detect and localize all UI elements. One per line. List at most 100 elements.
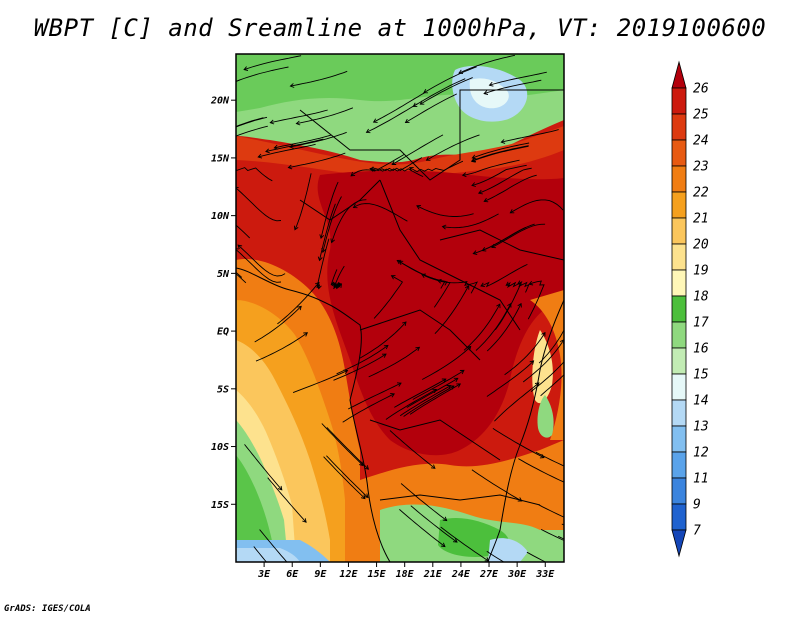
- streamline-arrow: [425, 156, 431, 161]
- colorbar-segment: [671, 113, 687, 141]
- streamline-arrow: [343, 369, 349, 375]
- streamline: [483, 79, 542, 95]
- streamline-arrow: [287, 164, 293, 170]
- streamline-arrow: [588, 526, 592, 530]
- streamline-arrow: [257, 153, 263, 159]
- streamline-arrow: [488, 81, 494, 87]
- streamline: [458, 54, 515, 74]
- streamline: [406, 377, 459, 408]
- streamline-arrow: [458, 69, 464, 75]
- streamline: [391, 134, 444, 165]
- streamline-arrow: [297, 305, 302, 311]
- streamline: [385, 389, 437, 420]
- streamline-arrow: [288, 588, 292, 592]
- lat-tick-label: EQ: [217, 327, 229, 338]
- colorbar-segment: [671, 477, 687, 505]
- streamline: [471, 469, 522, 502]
- streamline: [526, 551, 547, 562]
- streamline: [320, 181, 339, 239]
- streamline: [494, 382, 540, 422]
- streamline-arrow: [464, 285, 470, 290]
- streamline-arrow: [466, 345, 472, 351]
- streamline: [421, 346, 472, 380]
- lon-tick-label: 24E: [451, 569, 471, 580]
- streamline-arrow: [568, 315, 572, 319]
- streamline-arrow: [209, 136, 213, 140]
- streamline-arrow: [289, 83, 295, 88]
- lon-tick-label: 33E: [535, 569, 555, 580]
- streamline: [540, 374, 564, 397]
- streamline-arrow: [446, 385, 452, 390]
- colorbar-segment: [671, 373, 687, 401]
- colorbar-segment: [671, 165, 687, 193]
- streamline: [400, 483, 447, 521]
- streamline: [259, 529, 288, 562]
- streamline-arrow: [477, 189, 483, 195]
- streamline-arrow: [408, 166, 414, 172]
- lat-tick-label: 15N: [211, 153, 230, 164]
- streamline-arrow: [500, 139, 506, 144]
- streamline: [486, 550, 505, 562]
- streamline: [510, 199, 564, 214]
- streamline-arrow: [396, 382, 402, 387]
- streamline: [561, 523, 564, 526]
- streamline: [326, 455, 369, 498]
- streamline-arrow: [576, 575, 580, 579]
- streamline: [491, 223, 546, 248]
- streamline: [413, 78, 466, 107]
- streamline: [277, 282, 320, 325]
- streamline-arrow: [365, 128, 371, 134]
- streamline-arrow: [483, 197, 489, 203]
- streamline: [316, 238, 330, 289]
- streamline-arrow: [507, 302, 512, 308]
- streamline: [265, 138, 324, 153]
- streamline: [426, 134, 480, 161]
- lon-tick-label: 18E: [396, 569, 415, 580]
- streamline: [236, 125, 268, 137]
- streamline: [236, 187, 282, 222]
- streamline-arrow: [505, 281, 511, 286]
- streamline: [321, 423, 364, 466]
- streamline: [254, 305, 302, 343]
- streamline-arrow: [456, 383, 462, 388]
- streamline: [405, 93, 458, 123]
- streamline: [289, 131, 347, 148]
- streamline-arrow: [517, 302, 522, 308]
- streamline-arrow: [539, 453, 545, 459]
- streamline: [475, 303, 512, 351]
- colorbar-segment: [671, 191, 687, 219]
- streamline-arrow: [390, 393, 395, 398]
- streamline: [472, 142, 530, 159]
- streamline-arrow: [404, 118, 410, 124]
- colorbar-segment: [671, 347, 687, 375]
- colorbar-segment: [671, 217, 687, 245]
- streamline: [437, 280, 479, 294]
- lat-tick-label: 15S: [211, 500, 229, 511]
- streamline: [333, 353, 387, 381]
- longitude-axis: 3E 6E 9E 12E 15E 18E 21E 24E 27E 30E 33E: [257, 562, 555, 580]
- streamline-arrow: [337, 283, 343, 288]
- streamline: [394, 378, 447, 408]
- streamline: [319, 203, 336, 261]
- colorbar-label: 7: [693, 524, 701, 539]
- streamline-arrow: [517, 497, 523, 502]
- streamline: [288, 152, 346, 169]
- streamline-arrow: [317, 256, 323, 262]
- streamline: [505, 281, 530, 293]
- streamline-arrow: [421, 273, 426, 279]
- colorbar-label: 11: [693, 472, 709, 487]
- streamline: [258, 143, 316, 158]
- streamline-arrow: [480, 282, 485, 288]
- streamline-arrow: [453, 377, 459, 383]
- streamline-arrow: [364, 465, 370, 470]
- streamline: [253, 546, 267, 562]
- streamline-arrow: [471, 182, 477, 187]
- streamline: [353, 203, 408, 222]
- streamline: [473, 226, 526, 255]
- colorbar-segment: [671, 269, 687, 297]
- streamline: [255, 332, 308, 362]
- colorbar-label: 25: [693, 108, 709, 123]
- streamline: [237, 244, 286, 277]
- streamline-arrow: [187, 103, 191, 107]
- streamline-arrow: [303, 332, 309, 337]
